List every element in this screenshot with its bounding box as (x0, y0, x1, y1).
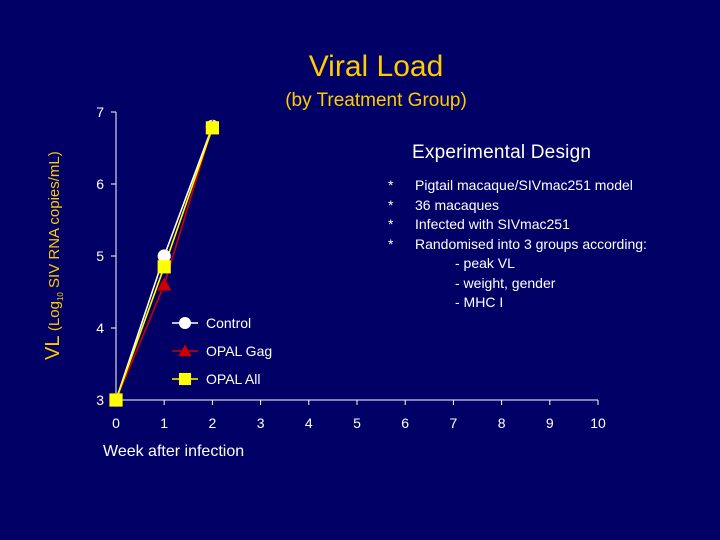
y-tick-label: 5 (96, 248, 104, 264)
design-item-text: Infected with SIVmac251 (415, 216, 570, 232)
design-item-text: 36 macaques (415, 196, 500, 213)
design-subitem: - weight, gender (455, 274, 556, 291)
y-tick-label: 6 (96, 176, 104, 192)
x-tick-label: 7 (450, 415, 458, 431)
x-tick-label: 10 (590, 415, 606, 431)
data-point-opal-all (157, 260, 171, 274)
experimental-design-title: Experimental Design (412, 142, 592, 163)
x-tick-label: 5 (353, 415, 361, 431)
design-list: * Pigtail macaque/SIVmac251 model * 36 mac… (388, 176, 708, 254)
legend-label-opal-all: OPAL All (206, 371, 260, 387)
x-tick-label: 4 (305, 415, 313, 431)
x-tick-label: 6 (401, 415, 409, 431)
design-subitem: - MHC I (455, 294, 504, 310)
legend-label-control: Control (206, 315, 251, 331)
bullet-star: * (388, 235, 394, 252)
x-tick-label: 1 (160, 415, 168, 431)
x-tick-label: 2 (209, 415, 217, 431)
x-tick-label: 3 (257, 415, 265, 431)
x-tick-label: 8 (498, 415, 506, 431)
data-point-opal-all (205, 121, 219, 135)
list-item: * Infected with SIVmac251 (388, 215, 708, 235)
experimental-design-panel: Experimental Design * Pigtail macaque/SIV… (388, 142, 708, 313)
bullet-star: * (388, 216, 394, 232)
design-subitem: - peak VL (455, 255, 515, 271)
chart-subtitle: (by Treatment Group) (285, 90, 467, 111)
list-item: * 36 macaques (388, 196, 708, 216)
bullet-star: * (388, 177, 394, 193)
x-tick-label: 9 (546, 415, 554, 431)
list-item: * Randomised into 3 groups according: (388, 235, 708, 255)
bullet-star: * (388, 196, 394, 213)
legend-marker-opal-all (178, 372, 192, 386)
design-item-text: Pigtail macaque/SIVmac251 model (415, 177, 633, 193)
design-sublist: - peak VL - weight, gender - MHC I (388, 254, 708, 313)
legend-marker-control (178, 316, 192, 330)
chart-title: Viral Load (308, 50, 444, 83)
legend-label-opal-gag: OPAL Gag (206, 343, 272, 359)
data-point-opal-all (109, 393, 123, 407)
x-axis-label: Week after infection (103, 443, 245, 460)
x-tick-label: 0 (112, 415, 120, 431)
list-item: * Pigtail macaque/SIVmac251 model (388, 176, 708, 196)
design-item-text: Randomised into 3 groups according: (415, 235, 647, 252)
data-point-opal-gag (157, 277, 172, 291)
data-point-control (157, 249, 171, 263)
y-tick-label: 7 (96, 104, 104, 120)
y-tick-label: 4 (96, 320, 104, 336)
legend-marker-opal-gag (178, 344, 192, 357)
y-tick-label: 3 (96, 392, 104, 408)
